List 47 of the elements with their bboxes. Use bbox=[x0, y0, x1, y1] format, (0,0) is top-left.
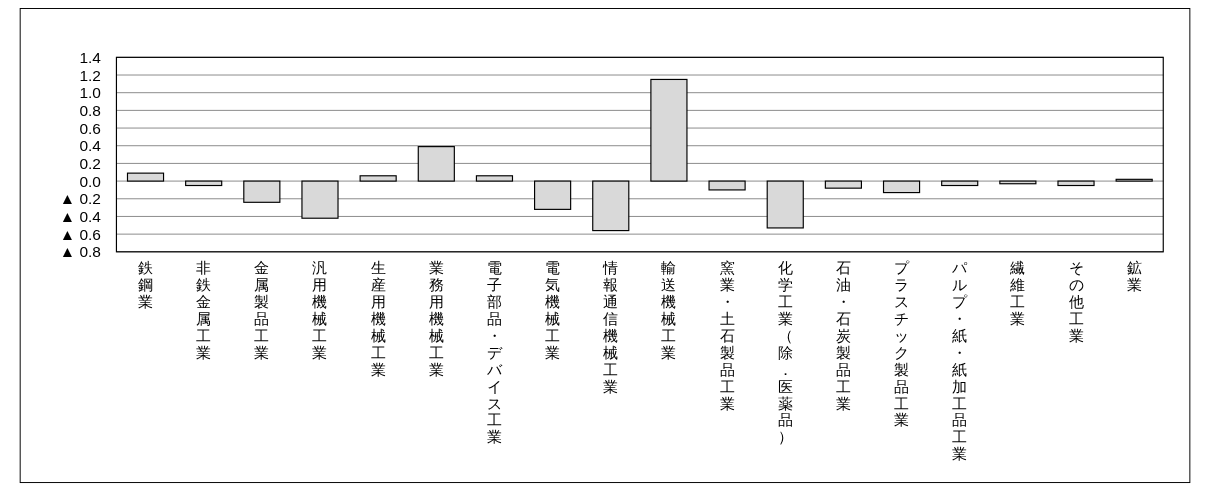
x-tick-label: 非鉄金属工業 bbox=[196, 260, 212, 361]
y-tick-label: ▲ 0.4 bbox=[59, 207, 102, 225]
bar bbox=[243, 180, 281, 203]
bar bbox=[126, 172, 165, 182]
y-tick-label: 0.4 bbox=[79, 137, 102, 155]
category-label: 窯業・土石製品工業 bbox=[719, 260, 735, 412]
bar bbox=[1057, 180, 1095, 187]
x-tick-label: 電気機械工業 bbox=[545, 260, 561, 361]
y-tick-label: 1.2 bbox=[79, 66, 101, 84]
bar bbox=[417, 146, 455, 182]
x-tick-label: 鉱業 bbox=[1126, 260, 1142, 294]
category-label: 化学工業（除．医薬品） bbox=[777, 260, 793, 446]
bar bbox=[824, 180, 862, 189]
x-tick-label: 金属製品工業 bbox=[254, 260, 270, 361]
bar bbox=[708, 180, 746, 191]
y-tick-label: 0.2 bbox=[79, 154, 101, 172]
bar bbox=[534, 180, 572, 210]
y-tick-label: 1.4 bbox=[79, 48, 102, 66]
x-tick-label: 鉄鋼業 bbox=[138, 260, 154, 310]
bar bbox=[882, 180, 921, 194]
bar bbox=[999, 180, 1037, 185]
bar bbox=[766, 180, 804, 229]
x-tick-label: 輸送機械工業 bbox=[661, 260, 677, 361]
y-tick-label: 0.0 bbox=[79, 172, 101, 190]
bar bbox=[592, 180, 630, 232]
x-tick-label: 汎用機械工業 bbox=[312, 260, 328, 361]
category-label: プラスチック製品工業 bbox=[894, 260, 910, 429]
bar bbox=[650, 78, 688, 182]
category-label: 電子部品・デバイス工業 bbox=[486, 260, 502, 446]
x-tick-label: 業務用機械工業 bbox=[428, 260, 444, 378]
y-tick-label: 1.0 bbox=[79, 84, 101, 102]
bar bbox=[941, 180, 979, 187]
bar bbox=[301, 180, 339, 219]
y-tick-label: 0.8 bbox=[79, 101, 101, 119]
y-tick-label: ▲ 0.2 bbox=[59, 190, 101, 208]
x-tick-label: その他工業 bbox=[1068, 260, 1084, 344]
y-tick-label: ▲ 0.8 bbox=[59, 243, 101, 261]
x-tick-label: 生産用機械工業 bbox=[370, 260, 386, 378]
category-label: パルプ・紙・紙加工品工業 bbox=[952, 260, 968, 463]
bar bbox=[359, 175, 397, 182]
bar bbox=[475, 175, 514, 182]
x-tick-label: 繊維工業 bbox=[1009, 260, 1026, 327]
bar bbox=[185, 180, 223, 187]
y-tick-label: 0.6 bbox=[79, 119, 101, 137]
x-tick-label: 情報通信機械工業 bbox=[602, 260, 619, 395]
y-tick-label: ▲ 0.6 bbox=[59, 225, 101, 243]
category-label: 石油・石炭製品工業 bbox=[835, 260, 851, 412]
